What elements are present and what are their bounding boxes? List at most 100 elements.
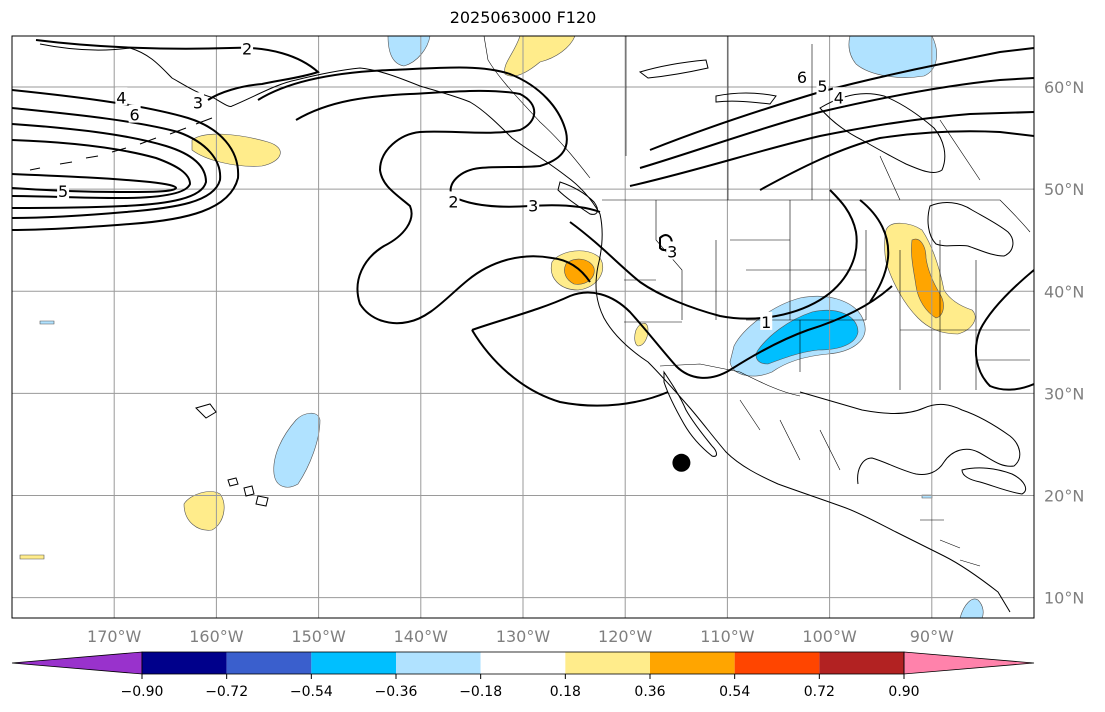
coastline-hudson-bay xyxy=(819,93,946,173)
shade-yellow-yukon xyxy=(504,36,576,77)
longitude-tick-labels: 170°W 160°W 150°W 140°W 130°W 120°W 110°W 100°W… xyxy=(87,627,954,646)
contour-label-bg xyxy=(816,76,829,95)
coastline-baja xyxy=(663,370,717,457)
lon-tick-label: 170°W xyxy=(87,627,142,646)
contour-pacific-ridge-3 xyxy=(257,66,601,213)
colorbar-tick-label: −0.72 xyxy=(205,684,248,700)
contour-label-bg xyxy=(527,195,540,214)
contour-east-3 xyxy=(759,130,1034,191)
contour-label-bg xyxy=(241,38,254,57)
colorbar-tick-label: −0.18 xyxy=(459,684,502,700)
contour-label: 3 xyxy=(528,196,538,215)
contour-label-bg xyxy=(115,87,128,106)
contour-label: 4 xyxy=(116,88,126,107)
border-us-mexico xyxy=(659,363,801,397)
contour-2-northwest xyxy=(35,39,320,101)
contour-aleutian-low-4 xyxy=(12,139,192,200)
latitude-tick-labels: 60°N 50°N 40°N 30°N 20°N 10°N xyxy=(1044,78,1084,608)
map-title: 2025063000 F120 xyxy=(449,8,597,27)
colorbar-tick-label: 0.54 xyxy=(719,684,750,700)
shade-light-blue-central-america xyxy=(959,598,984,618)
contour-subtropical-1-south xyxy=(471,329,669,407)
lon-tick-label: 110°W xyxy=(700,627,755,646)
contour-lines xyxy=(12,39,1034,407)
contour-aleutian-low-3 xyxy=(12,123,208,209)
lon-tick-label: 90°W xyxy=(910,627,954,646)
lon-tick-label: 120°W xyxy=(598,627,653,646)
border-central-america xyxy=(920,519,981,567)
border-alaska-canada xyxy=(483,36,591,179)
coastline-hawaii xyxy=(195,403,269,507)
colorbar-tick-label: 0.18 xyxy=(550,684,581,700)
border-mexico-states xyxy=(739,399,841,471)
lon-tick-label: 160°W xyxy=(189,627,244,646)
lon-tick-label: 130°W xyxy=(496,627,551,646)
contour-aleutian-low-5 xyxy=(12,173,178,194)
contour-label: 3 xyxy=(193,93,203,112)
lon-tick-label: 100°W xyxy=(802,627,857,646)
lat-tick-label: 40°N xyxy=(1044,282,1084,301)
contour-label: 2 xyxy=(242,39,252,58)
contour-east-low xyxy=(974,269,1034,391)
coastline-cuba xyxy=(961,467,1027,495)
shade-yellow-hawaii xyxy=(183,491,225,531)
border-canada-provinces xyxy=(625,36,981,201)
lon-tick-label: 150°W xyxy=(291,627,346,646)
contour-label-bg xyxy=(832,87,845,106)
colorbar: −0.90 −0.72 −0.54 −0.36 −0.18 0.18 0.36 0.54 0.7… xyxy=(11,651,1035,700)
colorbar-outline xyxy=(141,651,905,675)
contour-label-bg xyxy=(192,92,205,111)
contour-label-bg xyxy=(447,191,460,210)
shaded-regions xyxy=(19,36,984,618)
colorbar-tick-label: 0.36 xyxy=(634,684,665,700)
contour-aleutian-low-2 xyxy=(12,107,222,219)
lat-tick-label: 60°N xyxy=(1044,78,1084,97)
colorbar-tick-label: 0.72 xyxy=(804,684,835,700)
colorbar-tick-label: −0.36 xyxy=(375,684,418,700)
shade-light-blue-dot-west xyxy=(39,320,55,325)
lon-tick-label: 140°W xyxy=(394,627,449,646)
shade-yellow-dot-west xyxy=(19,554,45,560)
contour-label: 5 xyxy=(58,182,68,201)
lat-tick-label: 30°N xyxy=(1044,384,1084,403)
colorbar-bin xyxy=(480,652,566,674)
shade-orange-midwest xyxy=(911,238,944,319)
contour-label: 6 xyxy=(797,68,807,87)
colorbar-tick-label: −0.54 xyxy=(290,684,333,700)
colorbar-bin xyxy=(142,652,227,674)
colorbar-tick-label: 0.90 xyxy=(888,684,919,700)
contour-pacific-ridge-2 xyxy=(295,89,591,325)
colorbar-bin xyxy=(311,652,396,674)
colorbar-bin xyxy=(650,652,735,674)
map-frame xyxy=(11,35,1035,619)
contour-label-bg xyxy=(128,104,141,123)
colorbar-tick-label: −0.90 xyxy=(121,684,164,700)
contour-label-bg xyxy=(57,181,70,200)
coastline-vancouver-island xyxy=(557,181,598,215)
border-us-canada xyxy=(602,199,1031,233)
coastline-arctic-islands xyxy=(638,59,777,105)
shade-light-blue-hudson xyxy=(848,36,937,78)
contour-label: 6 xyxy=(130,106,140,125)
colorbar-extend-low xyxy=(11,651,143,675)
gridlines xyxy=(12,36,1034,618)
contour-subtropical-1 xyxy=(471,285,893,379)
contour-label: 4 xyxy=(834,88,844,107)
coastline-gulf-of-mexico xyxy=(799,391,1021,485)
contour-label: 5 xyxy=(817,77,827,96)
contour-label-bg xyxy=(796,66,809,85)
lat-tick-label: 50°N xyxy=(1044,180,1084,199)
contour-label-bg xyxy=(760,311,773,330)
colorbar-bin xyxy=(396,652,481,674)
contour-east-5 xyxy=(639,77,1034,169)
lat-tick-label: 10°N xyxy=(1044,589,1084,608)
contour-label: 2 xyxy=(448,192,458,211)
colorbar-bin xyxy=(565,652,650,674)
location-marker xyxy=(672,453,691,472)
contour-label: 3 xyxy=(667,242,677,261)
colorbar-bin xyxy=(819,652,904,674)
lat-tick-label: 20°N xyxy=(1044,486,1084,505)
